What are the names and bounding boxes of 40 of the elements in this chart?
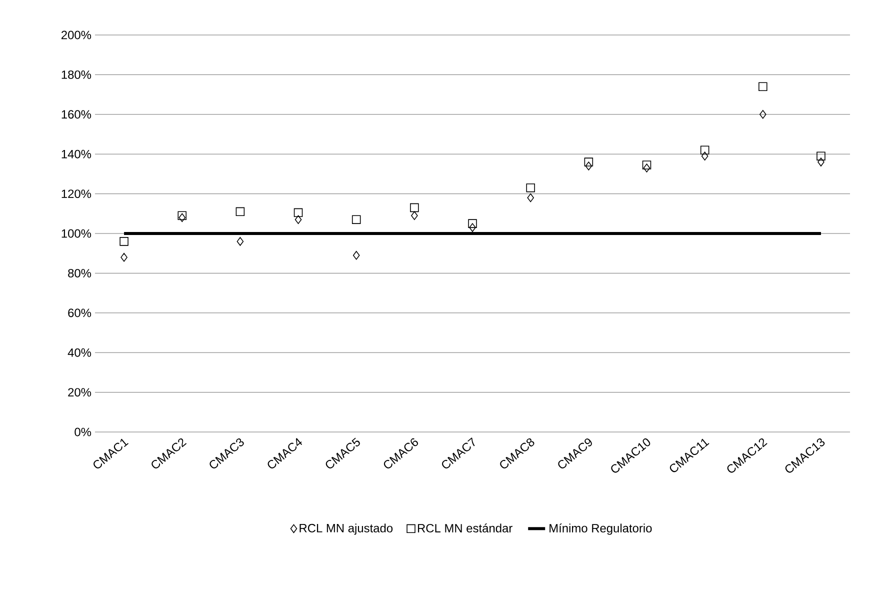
point — [468, 219, 477, 228]
point — [643, 164, 650, 172]
point — [816, 152, 826, 160]
point — [760, 110, 766, 119]
point — [178, 211, 186, 220]
y-tick-label: 160% — [62, 110, 92, 119]
point — [469, 223, 476, 232]
point — [294, 208, 303, 218]
point — [410, 203, 419, 212]
legend-label: RCL MN estándar — [418, 524, 512, 532]
point — [818, 158, 824, 166]
point — [526, 183, 535, 192]
y-tick-label: 40% — [68, 348, 92, 357]
y-tick-label: 0% — [74, 428, 92, 436]
point — [585, 162, 592, 170]
point — [642, 160, 652, 170]
y-tick-label: 100% — [62, 229, 92, 238]
point — [700, 146, 710, 155]
point — [584, 158, 594, 166]
y-tick-label: 20% — [68, 388, 92, 397]
point — [352, 215, 361, 224]
legend-label: RCL MN ajustado — [300, 524, 393, 535]
y-tick-label: 60% — [68, 308, 92, 318]
y-tick-label: 140% — [62, 150, 92, 158]
point — [178, 213, 186, 222]
point — [236, 237, 244, 246]
y-tick-label: 200% — [62, 30, 92, 40]
point — [120, 252, 128, 262]
point — [120, 237, 128, 246]
point — [294, 215, 302, 224]
point — [236, 207, 245, 216]
point — [352, 250, 360, 260]
y-tick-label: 80% — [68, 268, 92, 278]
point — [701, 152, 708, 160]
y-tick-label: 120% — [62, 190, 92, 198]
point — [758, 82, 768, 91]
legend-label: Mínimo Regulatorio — [550, 524, 652, 535]
y-tick-label: 180% — [62, 70, 92, 79]
point — [527, 193, 534, 202]
point — [411, 211, 418, 220]
